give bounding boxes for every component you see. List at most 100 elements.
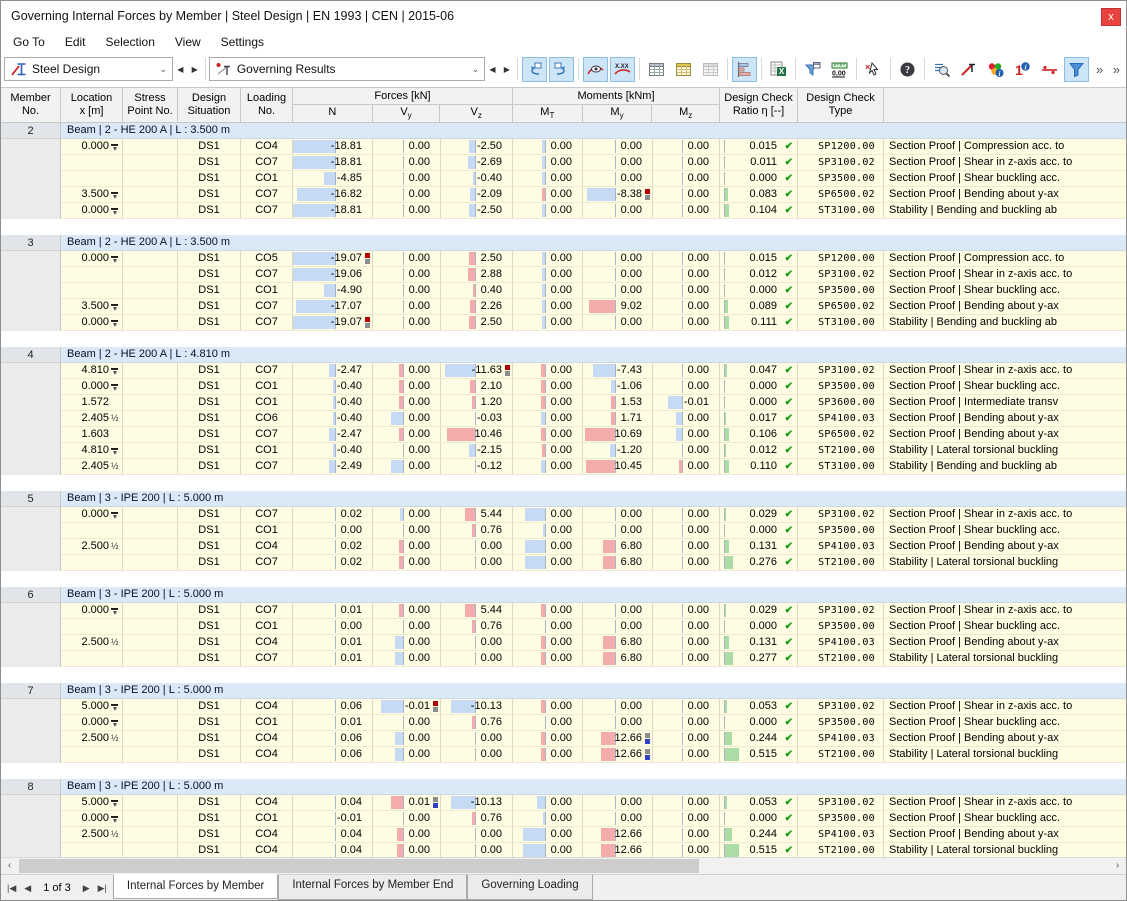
moment-my-cell: 10.69 <box>583 427 653 442</box>
member-group-row[interactable]: Beam | 3 - IPE 200 | L : 5.000 m <box>61 779 1126 795</box>
result-row[interactable]: 0.000 DS1 CO7 0.01 0.00 5.44 0.00 0.00 0.00 0.029… <box>61 603 1126 619</box>
result-row[interactable]: 1.603 DS1 CO7 -2.47 0.00 10.46 0.00 10.69 0.00 0.… <box>61 427 1126 443</box>
result-row[interactable]: 1.572 DS1 CO1 -0.40 0.00 1.20 0.00 1.53 -0.01 0.0… <box>61 395 1126 411</box>
result-row[interactable]: 2.500 ½ DS1 CO4 0.04 0.00 0.00 0.00 12.66 0.00 0.2… <box>61 827 1126 843</box>
toolbar-overflow-button[interactable]: » » <box>1095 61 1124 77</box>
search-in-table-button[interactable] <box>929 57 954 82</box>
member-group-row[interactable]: Beam | 2 - HE 200 A | L : 3.500 m <box>61 235 1126 251</box>
result-row[interactable]: 4.810 DS1 CO1 -0.40 0.00 -2.15 0.00 -1.20 0.00 0.… <box>61 443 1126 459</box>
loading-cell: CO7 <box>241 459 293 474</box>
result-row[interactable]: DS1 CO7 0.02 0.00 0.00 0.00 6.80 0.00 0.276 ✔ ST21… <box>61 555 1126 571</box>
moment-mt-cell: 0.00 <box>513 731 583 746</box>
next-page-button[interactable]: ▶ <box>82 882 90 893</box>
first-page-button[interactable]: |◀ <box>7 882 17 893</box>
scroll-left-arrow-icon[interactable]: ‹ <box>7 860 12 871</box>
result-row[interactable]: 2.405 ½ DS1 CO7 -2.49 0.00 -0.12 0.00 10.45 0.00 0… <box>61 459 1126 475</box>
result-row[interactable]: DS1 CO4 0.04 0.00 0.00 0.00 12.66 0.00 0.515 ✔ ST2… <box>61 843 1126 857</box>
table-readonly-button[interactable] <box>698 57 723 82</box>
transfer-to-graphic-button[interactable] <box>548 56 574 82</box>
menu-settings[interactable]: Settings <box>220 35 265 49</box>
result-row[interactable]: DS1 CO7 -18.81 0.00 -2.69 0.00 0.00 0.00 0.011 ✔ S… <box>61 155 1126 171</box>
result-row[interactable]: 0.000 DS1 CO1 -0.40 0.00 2.10 0.00 -1.06 0.00 0.0… <box>61 379 1126 395</box>
menu-edit[interactable]: Edit <box>64 35 86 49</box>
module-prev-button[interactable]: ◀ <box>173 57 187 81</box>
moment-mz-cell: 0.00 <box>653 315 720 330</box>
transfer-to-table-button[interactable] <box>521 56 547 82</box>
show-result-diagrams-button[interactable] <box>582 56 608 82</box>
help-button[interactable]: ? <box>895 57 920 82</box>
design-check-code-cell: SP3600.00 <box>798 395 884 410</box>
tab-internal-forces-by-member[interactable]: Internal Forces by Member <box>112 874 279 899</box>
result-row[interactable]: DS1 CO1 0.00 0.00 0.76 0.00 0.00 0.00 0.000 ✔ SP35… <box>61 523 1126 539</box>
member-group-row[interactable]: Beam | 2 - HE 200 A | L : 3.500 m <box>61 123 1126 139</box>
loading-cell: CO4 <box>241 795 293 810</box>
cancel-selection-button[interactable]: × <box>861 57 886 82</box>
result-row[interactable]: 0.000 DS1 CO1 0.01 0.00 0.76 0.00 0.00 0.00 0.000… <box>61 715 1126 731</box>
filter-results-button[interactable] <box>1063 56 1089 82</box>
moment-my-cell: 0.00 <box>583 603 653 618</box>
result-row[interactable]: 2.500 ½ DS1 CO4 0.06 0.00 0.00 0.00 12.66 0.00 0.2… <box>61 731 1126 747</box>
scrollbar-thumb[interactable] <box>19 859 699 873</box>
module-next-button[interactable]: ▶ <box>187 57 201 81</box>
table-grid-button[interactable] <box>644 57 669 82</box>
table-input-button[interactable] <box>671 57 696 82</box>
toolbar-separator <box>794 58 796 80</box>
result-row[interactable]: 5.000 DS1 CO4 0.06 -0.01 -10.13 0.00 0.00 0.00 0.… <box>61 699 1126 715</box>
member-group-row[interactable]: Beam | 3 - IPE 200 | L : 5.000 m <box>61 683 1126 699</box>
result-row[interactable]: 2.500 ½ DS1 CO4 0.01 0.00 0.00 0.00 6.80 0.00 0.13… <box>61 635 1126 651</box>
result-colors-info-button[interactable]: i <box>983 57 1008 82</box>
result-prev-button[interactable]: ◀ <box>485 57 499 81</box>
result-next-button[interactable]: ▶ <box>500 57 514 81</box>
result-row[interactable]: 3.500 DS1 CO7 -17.07 0.00 2.26 0.00 9.02 0.00 0.0… <box>61 299 1126 315</box>
menu-selection[interactable]: Selection <box>105 35 155 49</box>
result-row[interactable]: 0.000 DS1 CO7 -19.07 0.00 2.50 0.00 0.00 0.00 0.1… <box>61 315 1126 331</box>
result-row[interactable]: 0.000 DS1 CO1 -0.01 0.00 0.76 0.00 0.00 0.00 0.00… <box>61 811 1126 827</box>
result-diagram-line-button[interactable] <box>1037 57 1062 82</box>
member-group-row[interactable]: Beam | 3 - IPE 200 | L : 5.000 m <box>61 491 1126 507</box>
member-group-row[interactable]: Beam | 3 - IPE 200 | L : 5.000 m <box>61 587 1126 603</box>
tab-governing-loading[interactable]: Governing Loading <box>467 875 593 900</box>
moment-mz-cell: 0.00 <box>653 283 720 298</box>
result-row[interactable]: 0.000 DS1 CO7 0.02 0.00 5.44 0.00 0.00 0.00 0.029… <box>61 507 1126 523</box>
check-ok-icon: ✔ <box>784 365 793 376</box>
colored-relation-scales-button[interactable] <box>731 56 757 82</box>
horizontal-scrollbar[interactable]: ‹ › <box>1 857 1126 874</box>
location-half-marker-icon: ½ <box>111 541 119 551</box>
show-result-values-button[interactable]: X.XX <box>609 56 635 82</box>
scroll-right-arrow-icon[interactable]: › <box>1115 860 1120 871</box>
result-row[interactable]: 5.000 DS1 CO4 0.04 0.01 -10.13 0.00 0.00 0.00 0.0… <box>61 795 1126 811</box>
result-row[interactable]: DS1 CO1 -4.85 0.00 -0.40 0.00 0.00 0.00 0.000 ✔ SP… <box>61 171 1126 187</box>
menu-go-to[interactable]: Go To <box>13 35 45 49</box>
check-ok-icon: ✔ <box>784 397 793 408</box>
member-group-row[interactable]: Beam | 2 - HE 200 A | L : 4.810 m <box>61 347 1126 363</box>
force-n-cell: 0.00 <box>293 523 373 538</box>
result-row[interactable]: DS1 CO1 0.00 0.00 0.76 0.00 0.00 0.00 0.000 ✔ SP35… <box>61 619 1126 635</box>
result-row[interactable]: 2.405 ½ DS1 CO6 -0.40 0.00 -0.03 0.00 1.71 0.00 0.… <box>61 411 1126 427</box>
decimal-places-button[interactable]: 0,00 <box>827 57 852 82</box>
menu-view[interactable]: View <box>174 35 201 49</box>
prev-page-button[interactable]: ◀ <box>24 882 32 893</box>
location-extreme-marker-icon <box>109 253 120 264</box>
tab-internal-forces-by-member-end[interactable]: Internal Forces by Member End <box>278 875 468 900</box>
result-row[interactable]: DS1 CO4 0.06 0.00 0.00 0.00 12.66 0.00 0.515 ✔ ST2… <box>61 747 1126 763</box>
result-row[interactable]: 3.500 DS1 CO7 -16.82 0.00 -2.09 0.00 -8.38 0.00 0… <box>61 187 1126 203</box>
result-row[interactable]: 4.810 DS1 CO7 -2.47 0.00 -11.63 0.00 -7.43 0.00 0… <box>61 363 1126 379</box>
moment-mz-cell: 0.00 <box>653 651 720 666</box>
export-to-excel-button[interactable]: X <box>766 57 791 82</box>
result-type-combo[interactable]: Governing Results ⌄ <box>208 57 486 81</box>
result-row[interactable]: 0.000 DS1 CO4 -18.81 0.00 -2.50 0.00 0.00 0.00 0.… <box>61 139 1126 155</box>
result-row[interactable]: 2.500 ½ DS1 CO4 0.02 0.00 0.00 0.00 6.80 0.00 0.13… <box>61 539 1126 555</box>
result-row[interactable]: 0.000 DS1 CO7 -18.81 0.00 -2.50 0.00 0.00 0.00 0.… <box>61 203 1126 219</box>
result-row[interactable]: DS1 CO7 -19.06 0.00 2.88 0.00 0.00 0.00 0.012 ✔ SP… <box>61 267 1126 283</box>
result-row[interactable]: 0.000 DS1 CO5 -19.07 0.00 2.50 0.00 0.00 0.00 0.0… <box>61 251 1126 267</box>
svg-text:?: ? <box>905 65 910 76</box>
result-row[interactable]: DS1 CO7 0.01 0.00 0.00 0.00 6.80 0.00 0.277 ✔ ST21… <box>61 651 1126 667</box>
filter-parameters-button[interactable] <box>800 57 825 82</box>
result-row[interactable]: DS1 CO1 -4.90 0.00 0.40 0.00 0.00 0.00 0.000 ✔ SP3… <box>61 283 1126 299</box>
last-page-button[interactable]: ▶| <box>97 882 107 893</box>
close-button[interactable]: x <box>1101 8 1121 26</box>
design-details-button[interactable] <box>956 57 981 82</box>
design-ratio-cell: 0.000 ✔ <box>720 523 798 538</box>
module-combo[interactable]: Steel Design ⌄ <box>4 57 174 81</box>
